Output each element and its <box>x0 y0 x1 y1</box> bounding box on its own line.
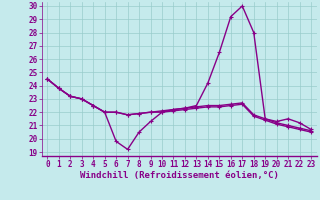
X-axis label: Windchill (Refroidissement éolien,°C): Windchill (Refroidissement éolien,°C) <box>80 171 279 180</box>
